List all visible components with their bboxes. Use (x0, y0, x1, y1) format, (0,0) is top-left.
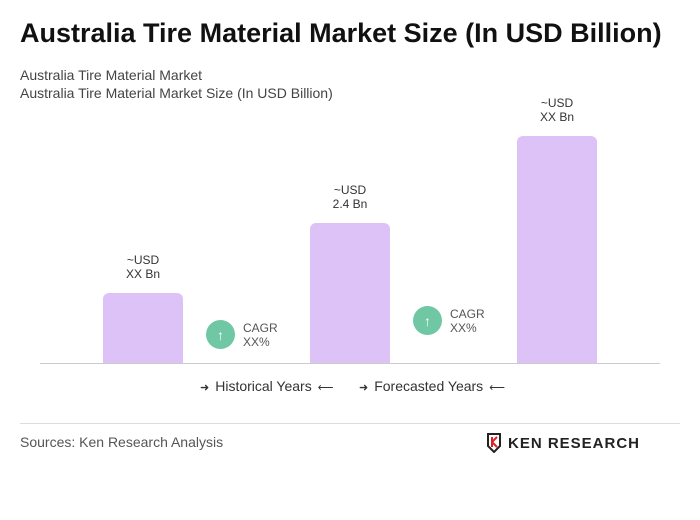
legend-historical: ➜ Historical Years ⟵ (200, 378, 340, 394)
subtitle: Australia Tire Material Market (20, 67, 203, 83)
bar-2 (310, 223, 390, 363)
cagr-value: XX% (450, 320, 477, 335)
subtitle-2: Australia Tire Material Market Size (In … (20, 85, 333, 101)
cagr-badge-2: ↑ CAGR XX% (413, 306, 485, 335)
arrow-right-icon: ➜ (200, 382, 210, 394)
x-axis-line (40, 363, 660, 364)
source-note: Sources: Ken Research Analysis (20, 434, 224, 450)
cagr-label: CAGR (243, 320, 278, 335)
cagr-label: CAGR (450, 306, 485, 321)
bar-1 (103, 293, 183, 363)
arrow-up-icon: ↑ (206, 320, 235, 349)
logo-text: KEN RESEARCH (508, 434, 641, 452)
arrow-right-icon: ➜ (359, 382, 369, 394)
cagr-badge-1: ↑ CAGR XX% (206, 320, 278, 349)
arrow-left-icon: ⟵ (317, 382, 334, 394)
footer-divider (20, 423, 680, 424)
bar-data-label: ~USD 2.4 Bn (332, 183, 368, 211)
legend-label: Forecasted Years (374, 378, 484, 394)
legend-label: Historical Years (215, 378, 312, 394)
bar-data-label: ~USD XX Bn (539, 95, 575, 124)
arrow-left-icon: ⟵ (489, 382, 505, 394)
bar-data-label: ~USD XX Bn (125, 253, 161, 281)
bar-3 (517, 135, 597, 363)
legend-forecasted: ➜ Forecasted Years ⟵ (359, 378, 511, 394)
logo-icon (487, 433, 501, 453)
arrow-up-icon: ↑ (413, 306, 442, 335)
cagr-value: XX% (243, 334, 270, 349)
ken-research-logo: KEN RESEARCH (486, 433, 640, 453)
chart-title: Australia Tire Material Market Size (In … (20, 18, 662, 48)
